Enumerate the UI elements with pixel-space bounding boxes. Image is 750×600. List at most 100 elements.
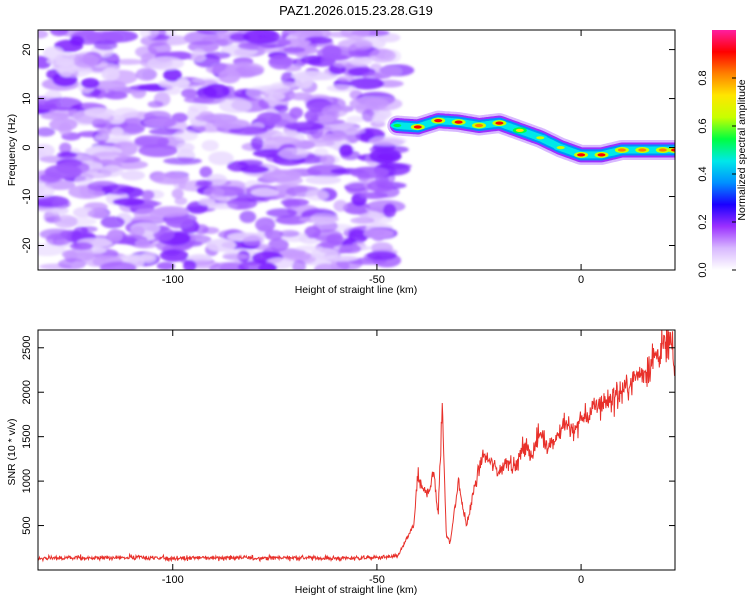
noise-blob	[201, 140, 219, 152]
x-tick-label: 0	[578, 274, 584, 286]
noise-blob	[92, 80, 127, 91]
noise-blob	[348, 49, 371, 58]
noise-blob	[101, 67, 120, 81]
x-tick-label: -100	[162, 274, 184, 286]
noise-blob	[212, 118, 250, 129]
ridge-peak-core	[556, 146, 565, 150]
noise-blob	[59, 142, 72, 154]
noise-blob	[304, 36, 333, 44]
noise-blob	[181, 88, 198, 99]
noise-blob	[273, 104, 289, 113]
snr-panel: -100 -50 0 500 1000 1500 2000 2500 Height of st…	[6, 329, 676, 596]
noise-blob	[370, 242, 393, 254]
noise-blob	[135, 67, 158, 81]
noise-blob	[367, 180, 395, 193]
noise-blob	[74, 175, 94, 187]
noise-blob	[206, 238, 236, 252]
spectrogram-ylabel: Frequency (Hz)	[6, 114, 18, 186]
noise-blob	[312, 229, 343, 242]
noise-blob	[38, 127, 56, 137]
noise-blob	[339, 244, 362, 254]
spectrogram-noise-region	[38, 30, 415, 270]
noise-blob	[203, 186, 225, 198]
y-tick-label: 20	[21, 43, 33, 55]
noise-blob	[333, 199, 348, 212]
noise-blob	[100, 216, 125, 229]
y-tick-label: -20	[21, 238, 33, 254]
y-tick-label: 0	[21, 144, 33, 150]
noise-blob	[255, 217, 276, 232]
noise-blob	[364, 97, 403, 111]
noise-blob	[326, 84, 356, 93]
noise-blob	[321, 45, 342, 59]
noise-blob	[320, 255, 359, 262]
colorbar-gradient	[712, 30, 736, 270]
colorbar-tick-label: 0.6	[697, 118, 709, 133]
noise-blob	[218, 98, 252, 114]
noise-blob	[361, 109, 375, 122]
noise-blob	[177, 142, 195, 153]
x-tick-label: 0	[578, 574, 584, 586]
noise-blob	[377, 152, 402, 161]
x-tick-label: -50	[369, 574, 385, 586]
noise-blob	[346, 115, 366, 123]
noise-blob	[199, 166, 213, 178]
noise-blob	[240, 165, 270, 174]
noise-blob	[43, 46, 64, 60]
noise-blob	[120, 170, 146, 181]
y-tick-label: -10	[21, 189, 33, 205]
noise-blob	[46, 233, 72, 246]
noise-blob	[69, 242, 93, 251]
noise-blob	[188, 104, 209, 112]
ridge-peak-core	[475, 123, 483, 128]
noise-blob	[38, 184, 55, 199]
noise-blob	[340, 150, 361, 161]
noise-blob	[222, 253, 250, 260]
noise-blob	[50, 30, 69, 37]
ridge-peak-core	[454, 120, 463, 124]
noise-blob	[194, 114, 223, 122]
noise-blob	[151, 172, 190, 185]
noise-blob	[283, 46, 306, 54]
noise-blob	[268, 54, 293, 70]
y-tick-label: 500	[21, 516, 33, 534]
noise-blob	[320, 133, 347, 142]
snr-xlabel: Height of straight line (km)	[295, 584, 418, 596]
noise-blob	[262, 169, 302, 183]
y-tick-label: 10	[21, 92, 33, 104]
noise-blob	[81, 78, 100, 89]
noise-blob	[337, 75, 355, 82]
noise-blob	[56, 151, 78, 159]
noise-blob	[165, 216, 194, 229]
ridge-peak-core	[515, 128, 524, 132]
noise-blob	[383, 203, 397, 218]
noise-blob	[147, 56, 185, 71]
noise-blob	[280, 198, 310, 207]
noise-blob	[242, 235, 264, 247]
noise-blob	[183, 259, 197, 270]
y-tick-label: 2000	[21, 380, 33, 404]
noise-blob	[275, 215, 309, 225]
noise-blob	[279, 230, 300, 238]
noise-blob	[141, 190, 155, 200]
noise-blob	[69, 35, 85, 46]
noise-blob	[111, 127, 124, 137]
noise-blob	[190, 49, 207, 62]
noise-blob	[38, 30, 49, 39]
ridge-peak-core	[617, 148, 626, 152]
noise-blob	[101, 184, 135, 195]
noise-blob	[87, 209, 109, 219]
noise-blob	[348, 77, 385, 90]
noise-blob	[229, 32, 250, 42]
noise-blob	[227, 197, 251, 210]
noise-blob	[89, 151, 128, 165]
signal-ridge	[387, 110, 675, 165]
noise-blob	[134, 135, 170, 148]
noise-blob	[156, 261, 176, 270]
colorbar-tick-label: 0.8	[697, 70, 709, 85]
noise-blob	[242, 30, 281, 45]
spectrogram-frame	[37, 29, 676, 271]
ridge-peak-core	[434, 119, 443, 123]
